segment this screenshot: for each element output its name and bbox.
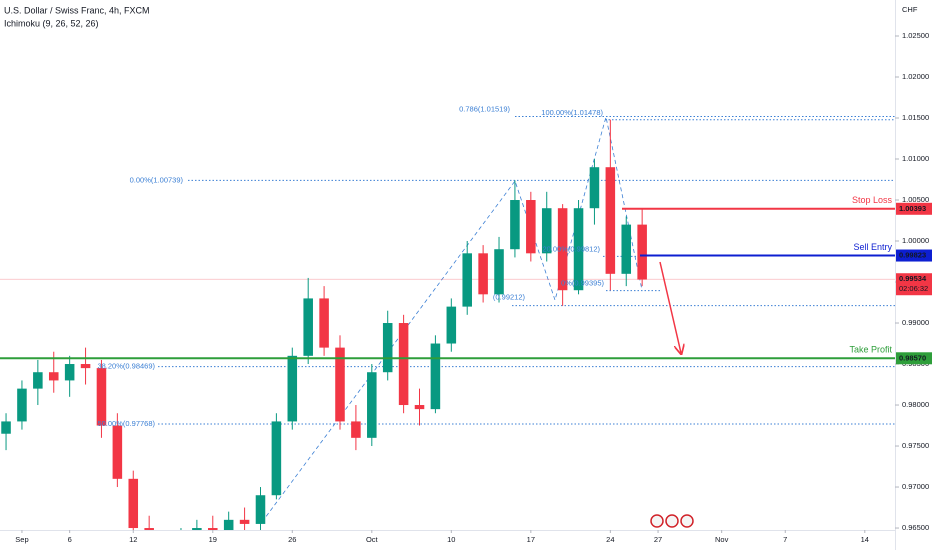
candle-body bbox=[335, 347, 345, 422]
candle-body bbox=[192, 528, 202, 530]
price-tag-label: 0.98570 bbox=[899, 353, 926, 362]
fib-label: 0.00%(1.00739) bbox=[130, 175, 184, 184]
candle-body bbox=[414, 405, 425, 410]
x-tick-label: 12 bbox=[129, 535, 137, 544]
candle-body bbox=[80, 364, 91, 369]
candle-body bbox=[112, 425, 123, 479]
candle-body bbox=[589, 167, 600, 209]
price-tag-label: 0.99823 bbox=[899, 251, 926, 260]
fib-label: 20.00%(0.99812) bbox=[542, 244, 600, 253]
level-name: Stop Loss bbox=[852, 195, 893, 205]
candle-body bbox=[33, 372, 43, 389]
x-tick-label: Sep bbox=[15, 535, 28, 544]
y-tick-label: 1.00000 bbox=[902, 236, 929, 245]
x-tick-label: 27 bbox=[654, 535, 662, 544]
price-tag bbox=[896, 202, 932, 215]
indicator-label: Ichimoku (9, 26, 52, 26) bbox=[4, 18, 99, 28]
candle-body bbox=[382, 323, 393, 373]
event-icons bbox=[650, 514, 694, 528]
candle-body bbox=[510, 200, 520, 250]
candle-body bbox=[96, 368, 107, 426]
candle-body bbox=[255, 495, 266, 524]
y-tick-label: 0.97500 bbox=[902, 441, 929, 450]
y-tick-label: 1.01000 bbox=[902, 154, 929, 163]
plot-area bbox=[0, 115, 895, 530]
y-tick-label: 1.02000 bbox=[902, 72, 929, 81]
y-tick-label: 1.02500 bbox=[902, 31, 929, 40]
candle-body bbox=[144, 528, 154, 530]
candle-body bbox=[64, 364, 75, 381]
candle-body bbox=[605, 167, 616, 274]
candle-body bbox=[557, 208, 568, 291]
fib-label: 100.00%(1.01478) bbox=[541, 108, 603, 117]
chart-title: U.S. Dollar / Swiss Franc, 4h, FXCM bbox=[4, 5, 150, 15]
candle-body bbox=[430, 343, 441, 410]
event-icon bbox=[680, 514, 694, 528]
x-tick-label: 7 bbox=[783, 535, 787, 544]
y-tick-label: 0.98000 bbox=[902, 400, 929, 409]
candle-body bbox=[478, 253, 488, 295]
fib-label: 0.786(1.01519) bbox=[459, 104, 510, 113]
fib-zigzag bbox=[261, 116, 643, 523]
price-tag-label: 0.99534 bbox=[899, 274, 927, 283]
y-tick-label: 1.01500 bbox=[902, 113, 929, 122]
event-icon bbox=[665, 514, 679, 528]
event-icon bbox=[650, 514, 664, 528]
x-tick-label: 17 bbox=[527, 535, 535, 544]
candle-body bbox=[1, 421, 11, 434]
x-tick-label: 19 bbox=[209, 535, 217, 544]
candle-body bbox=[271, 421, 282, 496]
price-tag bbox=[896, 273, 932, 296]
x-tick-label: Nov bbox=[715, 535, 729, 544]
candle-body bbox=[573, 208, 584, 291]
candle-body bbox=[526, 200, 536, 254]
price-tag bbox=[896, 352, 932, 365]
candle-body bbox=[462, 253, 472, 307]
candle-body bbox=[303, 298, 313, 356]
level-name: Sell Entry bbox=[853, 242, 892, 252]
fib-label: 50.00%(0.97768) bbox=[97, 419, 155, 428]
fib-label: 38.20%(0.98469) bbox=[97, 362, 155, 371]
candle-body bbox=[319, 298, 329, 348]
candle-body bbox=[48, 372, 59, 381]
candle-body bbox=[446, 306, 457, 344]
fib-label: 0%(0.99395) bbox=[561, 279, 604, 288]
x-tick-label: 10 bbox=[447, 535, 455, 544]
x-tick-label: 14 bbox=[861, 535, 869, 544]
candle-body bbox=[17, 388, 27, 422]
price-tag-label: 1.00393 bbox=[899, 204, 926, 213]
candle-body bbox=[223, 519, 234, 530]
candle-body bbox=[351, 421, 361, 438]
fib-label: (0.99212) bbox=[493, 293, 526, 302]
candle-body bbox=[541, 208, 552, 254]
candle-body bbox=[494, 249, 504, 295]
candle-body bbox=[621, 224, 632, 274]
x-tick-label: 24 bbox=[606, 535, 614, 544]
candle-body bbox=[128, 478, 139, 529]
y-tick-label: 0.96500 bbox=[902, 523, 929, 532]
x-tick-label: 6 bbox=[68, 535, 72, 544]
currency-label: CHF bbox=[902, 5, 918, 14]
x-tick-label: 26 bbox=[288, 535, 296, 544]
level-name: Take Profit bbox=[849, 345, 892, 355]
forecast-arrow bbox=[659, 261, 681, 353]
price-tag bbox=[896, 249, 932, 262]
y-tick-label: 0.99000 bbox=[902, 318, 929, 327]
candle-body bbox=[208, 528, 218, 530]
x-tick-label: Oct bbox=[366, 535, 379, 544]
candle-body bbox=[637, 224, 647, 280]
y-tick-label: 0.97000 bbox=[902, 482, 929, 491]
candle-body bbox=[398, 323, 409, 406]
y-tick-label: 1.00500 bbox=[902, 195, 929, 204]
candle-body bbox=[287, 355, 298, 422]
candle-body bbox=[239, 519, 250, 524]
candle-body bbox=[367, 372, 377, 438]
countdown-label: 02:06:32 bbox=[899, 284, 928, 293]
